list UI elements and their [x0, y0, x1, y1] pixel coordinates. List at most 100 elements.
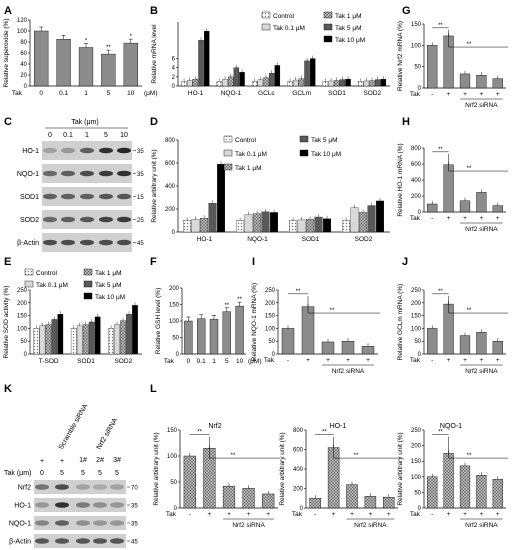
y-tick-label: 600 [293, 448, 304, 454]
blot-strip [34, 498, 126, 512]
bar [270, 212, 279, 233]
x-axis-label: Tak [164, 358, 175, 365]
tak-sign: + [447, 91, 451, 98]
y-tick-label: 0 [418, 210, 422, 216]
significance-marker: ** [197, 430, 202, 436]
tak-sign: + [208, 511, 212, 518]
legend-label: Tak 0.1 μM [36, 282, 68, 289]
blot-marker-label: 35 [137, 172, 144, 178]
bar [181, 81, 187, 87]
blot-band [35, 538, 49, 544]
y-axis-label: Relative HO-1 mRNA (%) [397, 143, 404, 216]
tak-label: Tak [410, 357, 421, 364]
tak-sign: + [350, 511, 354, 518]
bar [120, 320, 126, 355]
significance-marker: ** [467, 42, 472, 48]
x-tick-label: 5 [107, 90, 111, 97]
bar [459, 465, 471, 509]
y-tick-label: 40 [20, 62, 27, 68]
blot-band [99, 193, 113, 200]
tak-sign: - [431, 91, 433, 98]
y-tick-label: 200 [17, 301, 28, 307]
y-tick-label: 200 [411, 194, 422, 200]
tak-sign: + [247, 511, 251, 518]
y-axis-label: Relative GSH level (%) [155, 288, 162, 354]
x-tick-label: HO-1 [188, 90, 204, 97]
bar [198, 40, 204, 87]
tak-label: Tak [410, 215, 421, 222]
bar [253, 213, 262, 233]
blot-band [55, 538, 69, 544]
x-tick-label: 10 [127, 90, 135, 97]
legend-swatch [223, 163, 233, 171]
chart-panel-a: 0 20 40 60 80 100 120 Relative superoxide (%) 0 0… [3, 18, 158, 97]
y-tick-label: 150 [17, 314, 28, 320]
bar [228, 76, 234, 87]
blot-k-nrf2sirna: Nrf2 siRNA [96, 417, 120, 451]
panel-letter-k: K [4, 383, 12, 395]
legend-label: Tak 10 μM [95, 294, 125, 301]
blot-k-dose: 5 [115, 470, 119, 477]
bar [459, 73, 471, 89]
blot-band [43, 170, 57, 177]
sirna-label: Nrf2 siRNA [354, 522, 387, 529]
x-tick-label: 0 [39, 90, 43, 97]
y-tick-label: 50 [414, 339, 421, 345]
panel-letter-i: I [252, 256, 255, 268]
bar [34, 30, 49, 87]
x-tick-label: SOD1 [77, 358, 95, 365]
blot-row-label: NQO-1 [17, 171, 39, 178]
bar [222, 311, 231, 355]
y-tick-label: 150 [265, 314, 276, 320]
blot-row-label: β-Actin [9, 539, 31, 546]
blot-band [76, 484, 90, 490]
blot-band [35, 520, 49, 526]
blot-marker-label: 35 [131, 504, 138, 510]
blot-band [117, 170, 131, 177]
y-tick-label: 100 [17, 29, 28, 35]
bar [309, 58, 316, 87]
legend-swatch [261, 11, 271, 19]
blot-band [110, 520, 124, 526]
blot-k-lane-id: 1# [79, 457, 87, 464]
blot-band [43, 193, 57, 200]
x-axis-label: Tak [12, 90, 23, 97]
y-tick-label: 50 [20, 339, 27, 345]
bar [123, 42, 138, 87]
blot-c-dose: 0 [48, 132, 52, 139]
bar [192, 78, 199, 87]
bar [476, 192, 487, 213]
bar [200, 218, 209, 233]
y-tick-label: 100 [167, 454, 178, 460]
y-tick-label: 150 [411, 314, 422, 320]
bar [287, 81, 293, 87]
x-tick-label: NQO-1 [247, 236, 268, 243]
bar [383, 497, 395, 509]
bar [203, 30, 210, 87]
legend-swatch [223, 149, 233, 157]
bar [358, 81, 364, 87]
blot-marker-label: 25 [137, 218, 144, 224]
bar [476, 332, 487, 355]
bar [191, 219, 200, 233]
bar [492, 479, 503, 509]
bar [367, 205, 376, 233]
tak-sign: + [332, 511, 336, 518]
tak-sign: + [326, 357, 330, 364]
y-axis-label: Relative mRNA level [151, 24, 158, 84]
x-tick-label: 0.1 [197, 358, 206, 365]
legend-label: Tak 10 μM [335, 37, 365, 44]
blot-band [99, 239, 113, 246]
blot-c-header: Tak (μm) [71, 119, 98, 126]
legend-label: Tak 5 μM [95, 282, 122, 289]
significance-marker: ** [438, 147, 443, 153]
y-tick-label: 150 [411, 22, 422, 28]
bar [301, 306, 315, 355]
bar [363, 80, 370, 87]
tak-sign: + [496, 357, 500, 364]
significance-marker: ** [438, 289, 443, 295]
legend-swatch [83, 292, 93, 300]
bar [314, 216, 323, 233]
x-unit-label: (μM) [248, 358, 262, 365]
significance-marker: ** [438, 430, 443, 436]
